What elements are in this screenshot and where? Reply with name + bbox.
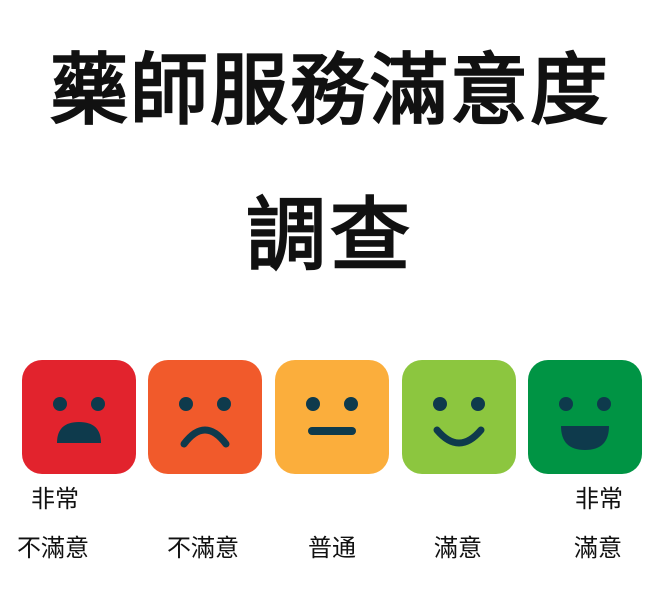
rating-label-very-dissatisfied: 不滿意 [17, 534, 89, 562]
rating-label-very-satisfied-top: 非常 [575, 485, 623, 513]
rating-very-satisfied-button[interactable] [528, 360, 642, 474]
rating-very-dissatisfied-button[interactable] [22, 360, 136, 474]
sad-face-icon [148, 360, 262, 474]
grin-face-icon [528, 360, 642, 474]
rating-label-very-satisfied: 滿意 [574, 534, 622, 562]
page-subtitle: 調查 [246, 189, 414, 282]
neutral-face-icon [275, 360, 389, 474]
rating-dissatisfied-button[interactable] [148, 360, 262, 474]
rating-label-neutral: 普通 [308, 534, 356, 562]
rating-neutral-button[interactable] [275, 360, 389, 474]
smile-face-icon [402, 360, 516, 474]
very-sad-face-icon [22, 360, 136, 474]
rating-label-very-dissatisfied-top: 非常 [31, 485, 79, 513]
rating-satisfied-button[interactable] [402, 360, 516, 474]
page-title: 藥師服務滿意度 [49, 46, 610, 136]
rating-label-satisfied: 滿意 [434, 534, 482, 562]
rating-label-dissatisfied: 不滿意 [167, 534, 239, 562]
